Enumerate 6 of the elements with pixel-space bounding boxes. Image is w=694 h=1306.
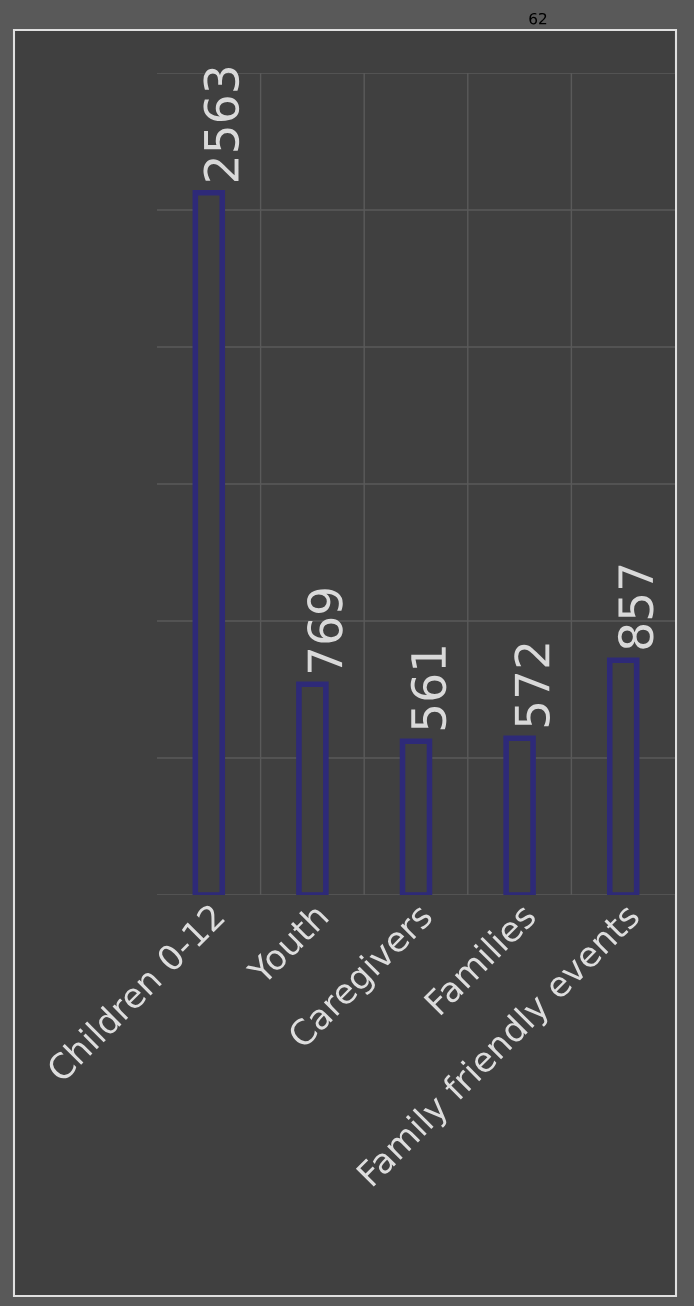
data-label: 769 <box>307 589 343 673</box>
data-label: 561 <box>410 647 447 730</box>
data-label: 857 <box>617 565 654 649</box>
data-label: 2563 <box>203 68 240 181</box>
data-label: 572 <box>514 644 550 727</box>
text: 62 <box>529 12 547 25</box>
